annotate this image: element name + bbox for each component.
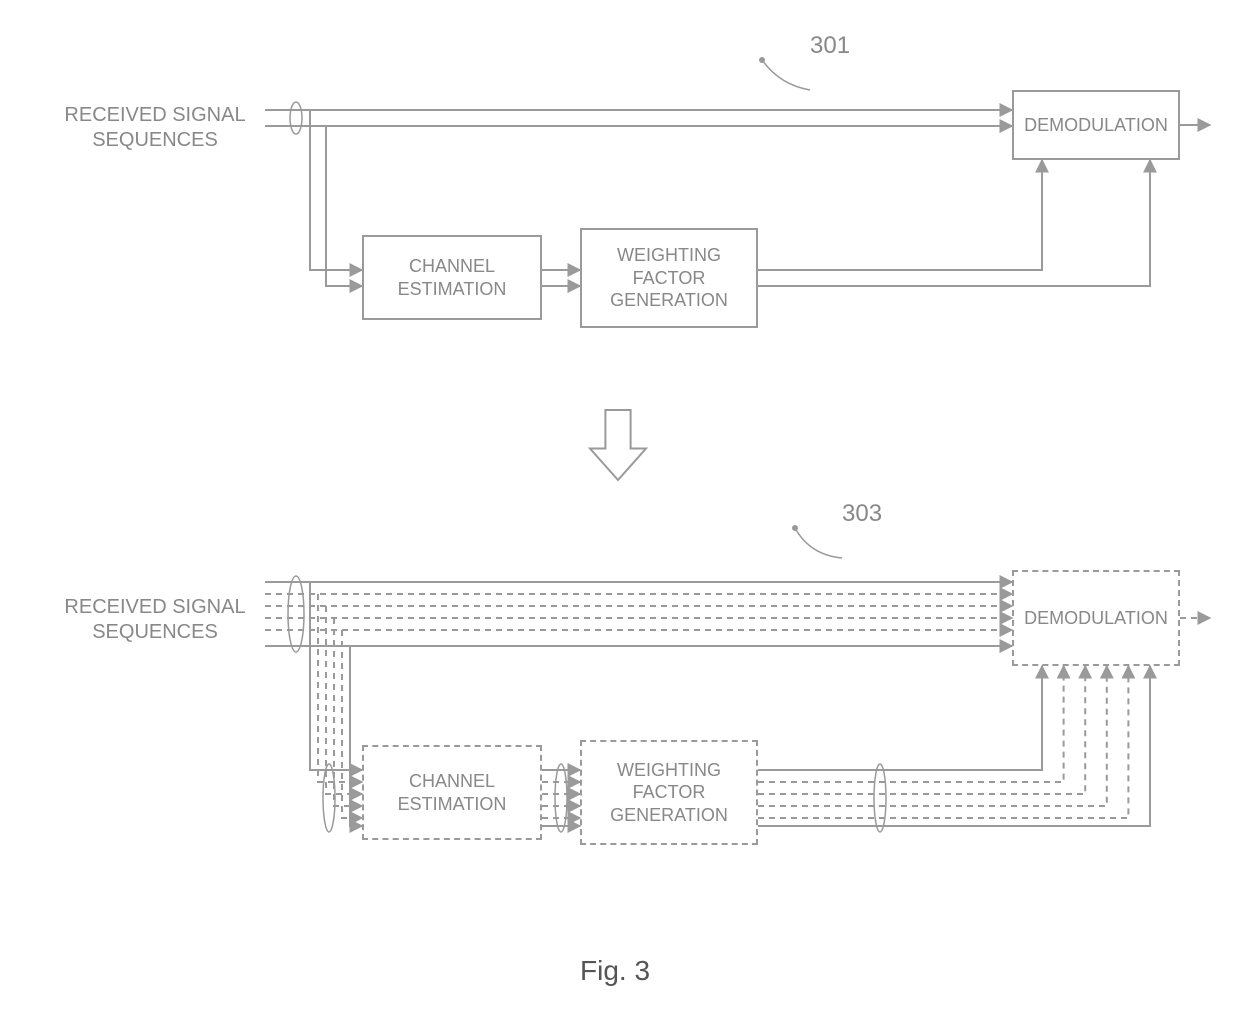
input-label-bottom: RECEIVED SIGNAL SEQUENCES (50, 595, 260, 645)
figure-container: RECEIVED SIGNAL SEQUENCES 301 DEMODULATI… (0, 0, 1240, 1034)
demod-block-top: DEMODULATION (1012, 90, 1180, 160)
weight-block-bottom: WEIGHTING FACTOR GENERATION (580, 740, 758, 845)
ref-number-bottom: 303 (842, 500, 882, 528)
input-label-top: RECEIVED SIGNAL SEQUENCES (50, 103, 260, 153)
chest-block-bottom: CHANNEL ESTIMATION (362, 745, 542, 840)
ref-number-top: 301 (810, 32, 850, 60)
chest-block-top: CHANNEL ESTIMATION (362, 235, 542, 320)
demod-block-bottom: DEMODULATION (1012, 570, 1180, 666)
weight-block-top: WEIGHTING FACTOR GENERATION (580, 228, 758, 328)
figure-caption: Fig. 3 (580, 955, 650, 987)
